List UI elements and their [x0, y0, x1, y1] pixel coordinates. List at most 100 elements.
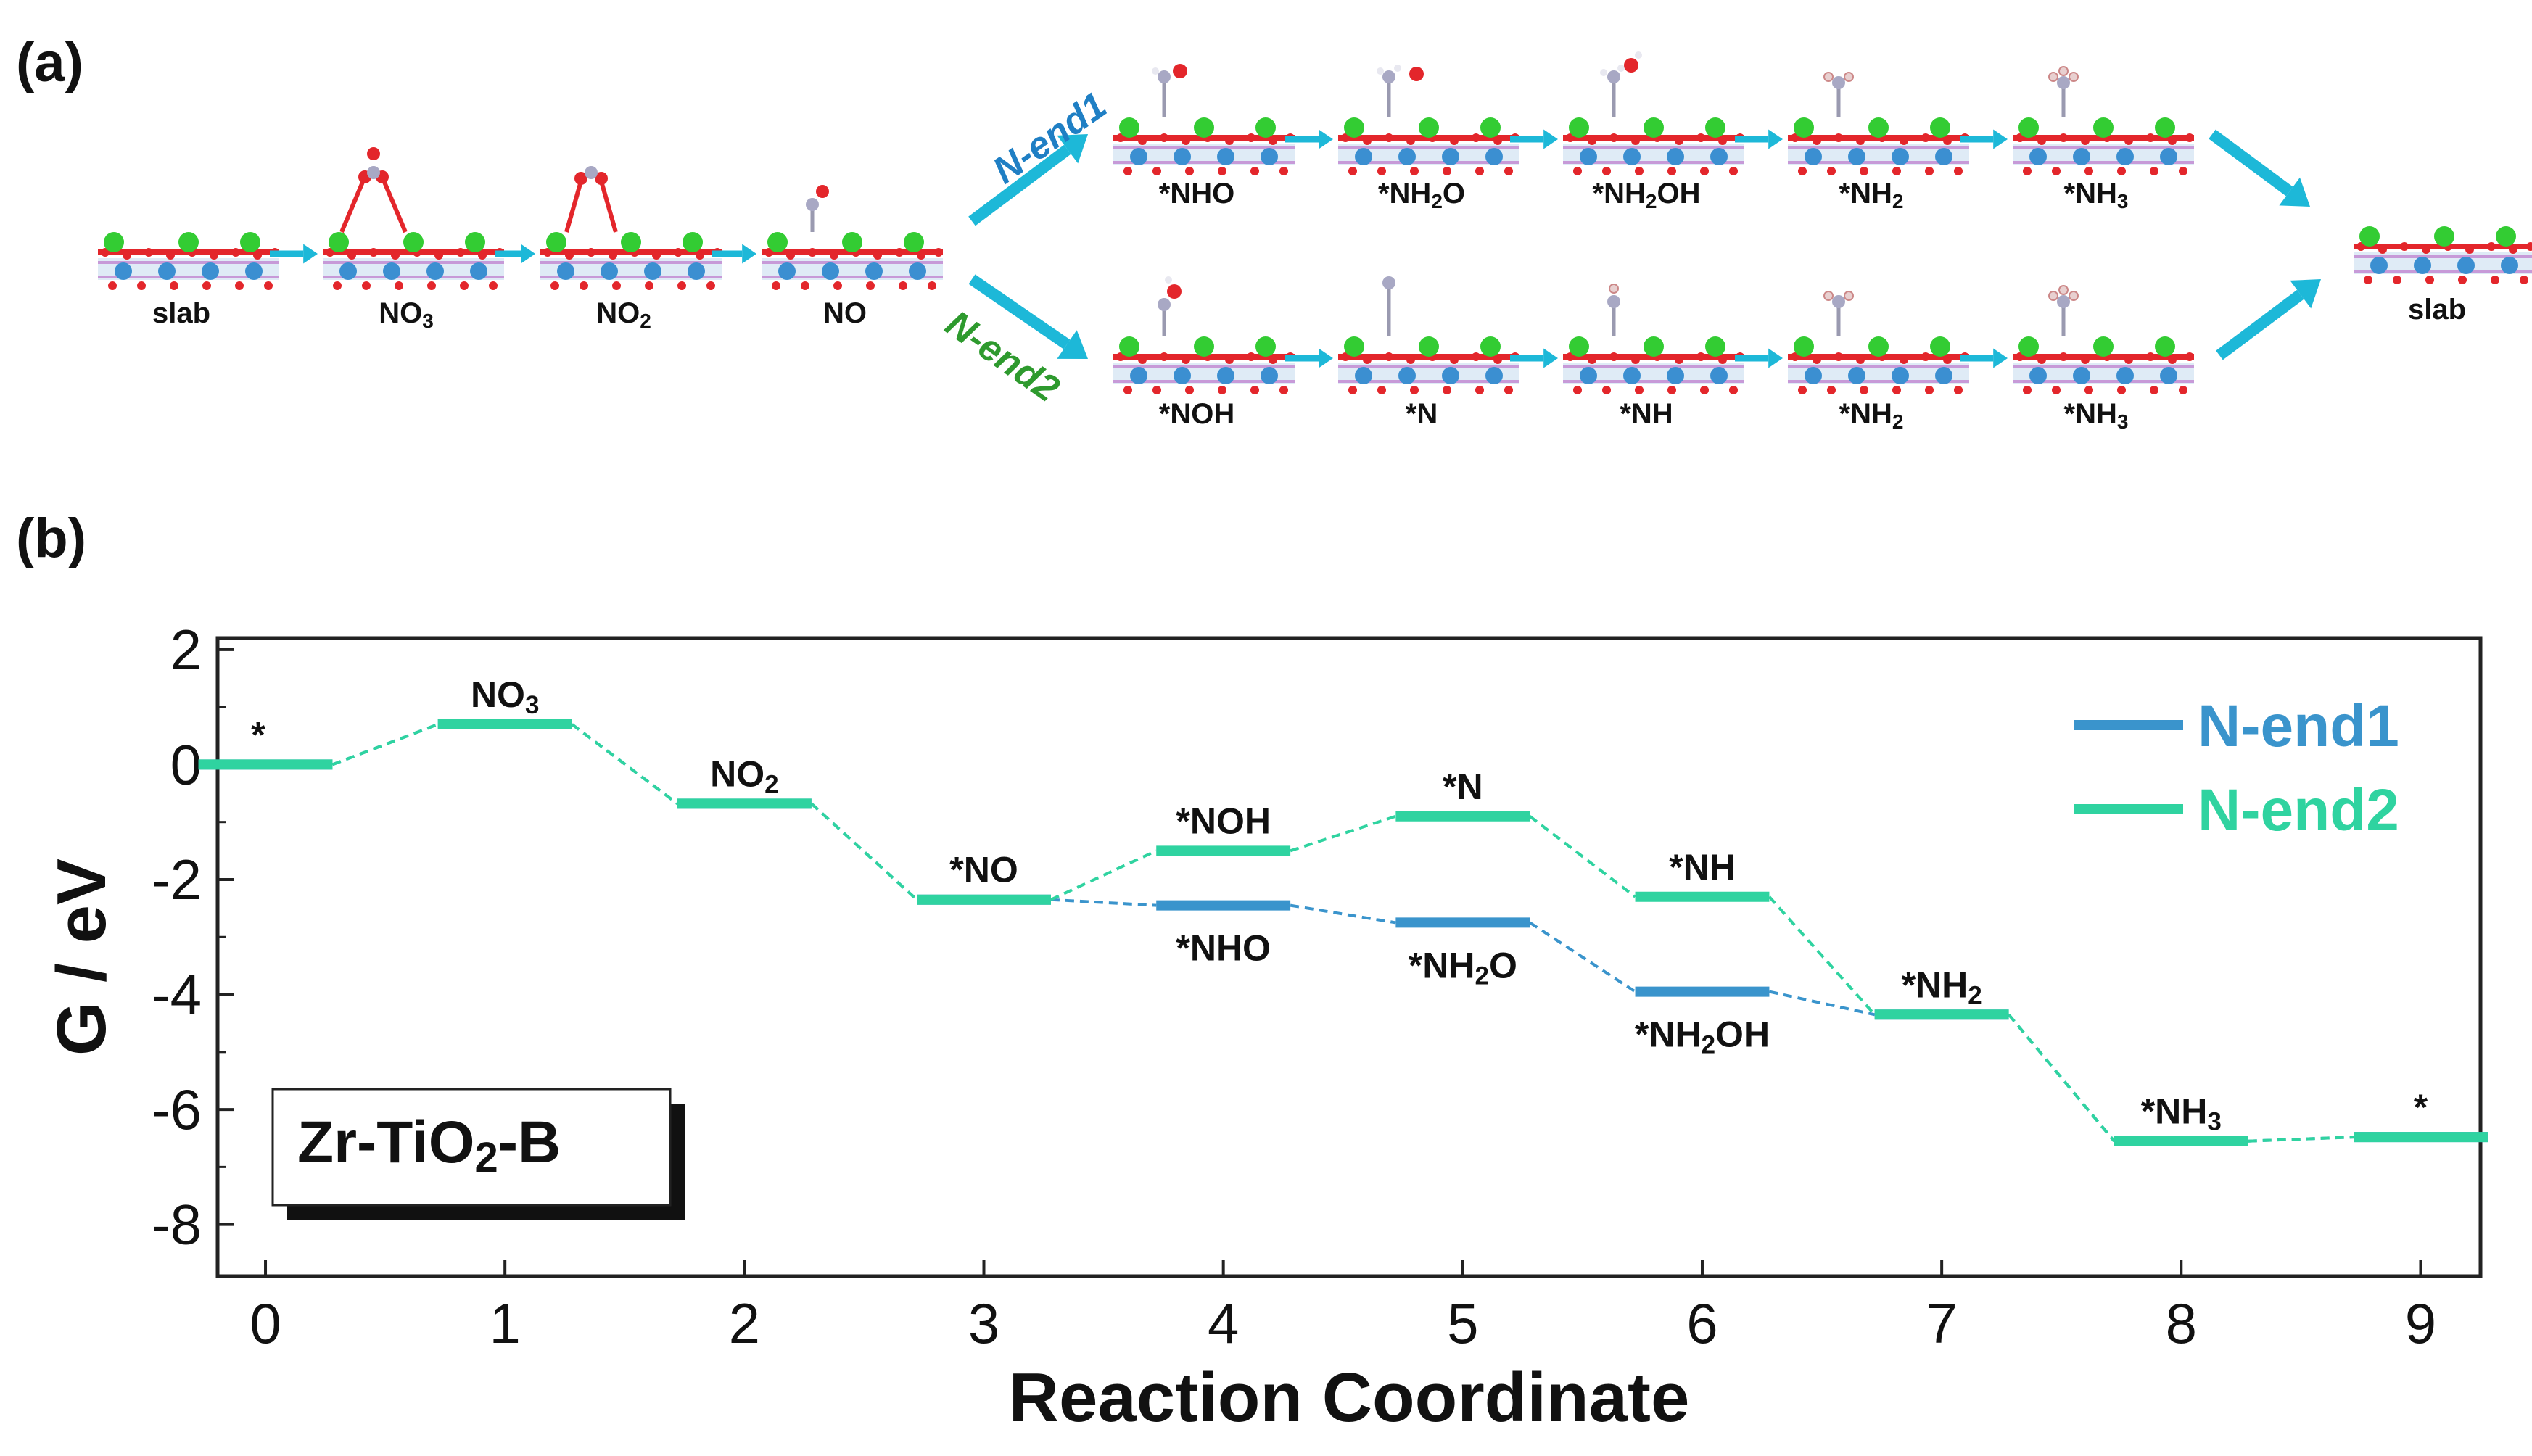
connector-n-end2	[331, 723, 439, 766]
state-label: *NH2O	[1409, 945, 1517, 990]
sample-label-box: Zr-TiO2-B	[271, 1088, 685, 1220]
state-label: *N	[1443, 766, 1483, 807]
structure-n-end1-3-label: *NH2	[1839, 178, 1904, 212]
arrow-common-0	[270, 244, 318, 264]
connector-n-end1	[1050, 898, 1157, 907]
state-label: *	[251, 714, 265, 755]
structure-n-end2-0-label: *NOH	[1159, 398, 1234, 430]
x-tick-label: 8	[2166, 1291, 2197, 1355]
structure-no2: NO2	[539, 166, 723, 332]
state-label: NO3	[471, 674, 539, 719]
y-axis-title: G / eV	[43, 859, 120, 1056]
arrow-n-end2-0	[1285, 348, 1333, 368]
x-tick-label: 1	[489, 1291, 520, 1355]
state-label: *NH2OH	[1635, 1014, 1770, 1059]
route-label-n-end2: N-end2	[938, 302, 1067, 410]
connector-n-end2	[1050, 849, 1158, 901]
arrow-common-2	[712, 244, 756, 264]
y-tick-label: -2	[152, 848, 202, 911]
structure-n-end1-1-label: *NH2O	[1378, 178, 1465, 212]
legend-label-n-end1: N-end1	[2198, 693, 2399, 759]
structure-n-end2-3-label: *NH2	[1839, 398, 1904, 433]
state-label: *NH2	[1902, 964, 1982, 1009]
structure-n-end2-1: *N	[1337, 276, 1521, 430]
structure-n-end2-2: *NH	[1562, 284, 1746, 430]
connector-n-end2	[2008, 1013, 2116, 1142]
route-label-n-end1: N-end1	[986, 84, 1115, 192]
arrow-n-end1-1	[1510, 129, 1558, 149]
structure-n-end2-0: *NOH	[1112, 276, 1296, 430]
x-tick-label: 7	[1926, 1291, 1957, 1355]
state-label: *NH	[1669, 847, 1736, 888]
plot-frame	[215, 636, 2483, 1278]
x-tick-label: 5	[1447, 1291, 1478, 1355]
y-tick-label: -4	[152, 963, 202, 1027]
connector-n-end2	[571, 723, 679, 805]
panel-b-label: (b)	[16, 508, 86, 569]
connector-n-end1	[1290, 903, 1396, 925]
x-tick-label: 0	[250, 1291, 281, 1355]
structure-no3-label: NO3	[379, 297, 434, 332]
merge-arrow-n-end1	[2209, 129, 2310, 207]
connector-n-end1	[2008, 1013, 2116, 1142]
x-tick-label: 2	[729, 1291, 760, 1355]
y-tick-label: -8	[152, 1193, 202, 1257]
x-tick-label: 4	[1208, 1291, 1239, 1355]
connector-n-end2	[1290, 814, 1397, 853]
free-energy-chart: 0 1 2 3 4 5 6 7 8 9 2 0 -2 -4 -6 -8 * NO3 NO2 *NO *NHO *NH2O…	[43, 618, 2488, 1436]
structure-n-end1-4: *NH3	[2011, 67, 2195, 212]
structure-n-end2-4-label: *NH3	[2064, 398, 2129, 433]
x-tick-label: 9	[2405, 1291, 2436, 1355]
structure-n-end2-3: *NH2	[1786, 291, 1971, 433]
structure-n-end1-0-label: *NHO	[1159, 178, 1234, 210]
structure-no2-label: NO2	[596, 297, 651, 332]
y-tick-label: 2	[170, 618, 202, 682]
arrow-n-end1-2	[1735, 129, 1783, 149]
legend-label-n-end2: N-end2	[2198, 777, 2399, 843]
structure-n-end2-1-label: *N	[1406, 398, 1438, 430]
structure-n-end1-4-label: *NH3	[2064, 178, 2129, 212]
branch-arrow-n-end2	[968, 274, 1088, 359]
structure-slab-label: slab	[152, 297, 210, 329]
x-axis-title: Reaction Coordinate	[1009, 1359, 1690, 1436]
structure-no: NO	[760, 185, 944, 329]
arrow-n-end2-3	[1960, 348, 2008, 368]
connector-n-end2	[1529, 815, 1636, 898]
connector-n-end2	[2248, 1136, 2354, 1143]
merge-arrow-n-end2	[2216, 279, 2321, 360]
structure-n-end1-0: *NHO	[1112, 64, 1296, 210]
x-tick-label: 3	[968, 1291, 999, 1355]
structure-n-end2-2-label: *NH	[1620, 398, 1673, 430]
state-label: *	[2414, 1087, 2428, 1128]
x-tick-label: 6	[1686, 1291, 1717, 1355]
connector-n-end1	[1769, 990, 1876, 1017]
structure-no-label: NO	[823, 297, 867, 329]
state-label: *NH3	[2141, 1091, 2222, 1136]
panel-a-label: (a)	[16, 32, 83, 94]
y-tick-label: -6	[152, 1077, 202, 1141]
structure-n-end2-4: *NH3	[2011, 286, 2195, 433]
state-label: *NO	[949, 850, 1018, 890]
structure-final-slab: slab	[2352, 225, 2532, 326]
structure-n-end1-3: *NH2	[1786, 73, 1971, 212]
branch-arrow-n-end1	[968, 134, 1088, 226]
arrow-n-end2-2	[1735, 348, 1783, 368]
arrow-n-end1-0	[1285, 129, 1333, 149]
structure-n-end1-2-label: *NH2OH	[1593, 178, 1701, 212]
y-tick-label: 0	[170, 732, 202, 796]
structure-slab: slab	[96, 231, 281, 329]
structure-no3: NO3	[321, 147, 506, 332]
arrow-common-1	[495, 244, 535, 264]
structure-n-end1-2: *NH2OH	[1562, 51, 1746, 212]
structure-n-end1-1: *NH2O	[1337, 65, 1521, 212]
arrow-n-end2-1	[1510, 348, 1558, 368]
legend: N-end1 N-end2	[2074, 693, 2399, 843]
state-label: *NOH	[1176, 801, 1271, 841]
state-label: NO2	[710, 753, 778, 798]
reaction-pathway-diagram: slab NO3 NO2 NO *NHO *NH2O *NH2OH *NH2 *NH3 *NOH *…	[96, 51, 2532, 433]
structure-final-slab-label: slab	[2408, 294, 2466, 326]
connector-n-end2	[810, 802, 918, 901]
arrow-n-end1-3	[1960, 129, 2008, 149]
state-label: *NHO	[1176, 928, 1271, 969]
